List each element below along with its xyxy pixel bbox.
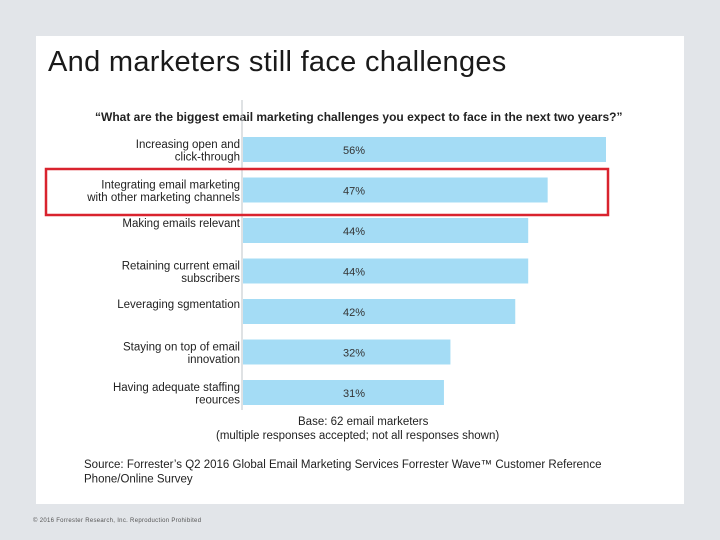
bar-6 <box>243 339 451 365</box>
source-line-2: Phone/Online Survey <box>84 474 193 486</box>
category-label-7-line-1: Having adequate staffing <box>113 382 240 394</box>
category-label-5-line-1: Leveraging sgmentation <box>117 299 240 311</box>
chart-question: “What are the biggest email marketing ch… <box>95 110 622 124</box>
category-label-3: Making emails relevant <box>122 218 240 230</box>
category-label-7-line-2: reources <box>195 395 240 407</box>
base-note-line-1: Base: 62 email marketers <box>298 416 429 428</box>
category-label-5: Leveraging sgmentation <box>117 299 240 311</box>
category-label-1-line-2: click-through <box>175 152 240 164</box>
category-label-4: Retaining current email subscribers <box>122 261 241 286</box>
bar-3 <box>243 218 529 243</box>
category-label-2: Integrating email marketing with other ma… <box>86 180 240 205</box>
category-label-7: Having adequate staffing reources <box>113 382 240 407</box>
bar-value-label-6: 32% <box>343 348 365 360</box>
highlight-box <box>44 167 610 217</box>
bar-value-label-3: 44% <box>343 226 365 238</box>
category-label-2-line-2: with other marketing channels <box>86 192 240 204</box>
bar-5 <box>243 299 516 324</box>
source-note: Source: Forrester’s Q2 2016 Global Email… <box>84 459 605 486</box>
bar-value-label-2: 47% <box>343 186 365 198</box>
bar-1 <box>243 137 606 162</box>
category-label-6-line-2: innovation <box>188 354 240 366</box>
bar-2 <box>243 177 548 203</box>
category-label-1-line-1: Increasing open and <box>136 139 240 151</box>
category-label-1: Increasing open and click-through <box>136 139 240 164</box>
bar-value-label-5: 42% <box>343 307 365 319</box>
bars-layer: 56% Increasing open and click-through 47% In… <box>86 137 606 407</box>
category-label-2-line-1: Integrating email marketing <box>101 180 240 192</box>
category-label-6-line-1: Staying on top of email <box>123 342 240 354</box>
bar-value-label-4: 44% <box>343 267 365 279</box>
category-label-3-line-1: Making emails relevant <box>122 218 240 230</box>
bar-value-label-1: 56% <box>343 145 365 157</box>
base-note-line-2: (multiple responses accepted; not all re… <box>216 430 499 442</box>
slide-title: And marketers still face challenges <box>48 46 507 78</box>
bar-value-label-7: 31% <box>343 388 365 400</box>
copyright-footer: © 2016 Forrester Research, Inc. Reproduc… <box>33 518 202 524</box>
base-note: Base: 62 email marketers (multiple respo… <box>216 416 499 442</box>
bar-4 <box>243 258 529 284</box>
category-label-4-line-2: subscribers <box>181 273 240 285</box>
bar-7 <box>243 380 444 405</box>
source-line-1: Source: Forrester’s Q2 2016 Global Email… <box>84 459 601 471</box>
category-label-4-line-1: Retaining current email <box>122 261 240 273</box>
category-label-6: Staying on top of email innovation <box>123 342 240 367</box>
